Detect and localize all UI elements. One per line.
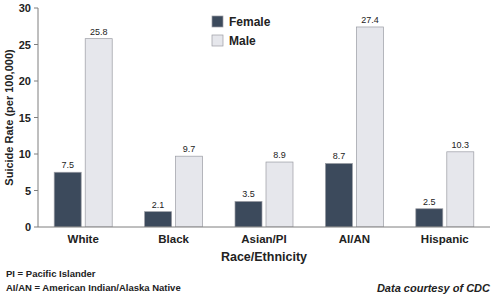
y-tick-label: 20 bbox=[19, 75, 31, 87]
y-tick bbox=[34, 44, 38, 45]
x-tick-label: AI/AN bbox=[339, 233, 370, 245]
y-tick-label: 15 bbox=[19, 112, 31, 124]
data-label: 8.7 bbox=[333, 151, 346, 161]
x-axis-line bbox=[38, 227, 490, 228]
bars bbox=[54, 27, 474, 227]
x-tick-label: Hispanic bbox=[421, 233, 470, 245]
y-tick bbox=[34, 190, 38, 191]
y-tick bbox=[34, 154, 38, 155]
bar bbox=[235, 201, 262, 227]
data-label: 25.8 bbox=[90, 27, 108, 37]
footnote: PI = Pacific Islander bbox=[6, 268, 96, 279]
legend-swatch bbox=[212, 35, 223, 46]
legend-label: Male bbox=[229, 34, 256, 48]
bar bbox=[416, 209, 443, 227]
bar bbox=[447, 152, 474, 227]
y-axis-title: Suicide Rate (per 100,000) bbox=[3, 49, 15, 186]
x-tick-label: Asian/PI bbox=[241, 233, 286, 245]
bar bbox=[356, 27, 383, 227]
bar bbox=[266, 162, 293, 227]
y-tick bbox=[34, 227, 38, 228]
data-label: 3.5 bbox=[242, 189, 255, 199]
footnote: AI/AN = American Indian/Alaska Native bbox=[6, 282, 181, 293]
legend: Female Male bbox=[212, 15, 271, 48]
data-label: 8.9 bbox=[273, 150, 286, 160]
data-label: 2.1 bbox=[152, 200, 165, 210]
bar bbox=[325, 163, 352, 227]
y-tick-label: 0 bbox=[25, 221, 31, 233]
bar bbox=[176, 156, 203, 227]
data-label: 10.3 bbox=[452, 140, 470, 150]
data-label: 7.5 bbox=[61, 160, 74, 170]
y-tick-label: 5 bbox=[25, 185, 31, 197]
bar bbox=[85, 39, 112, 227]
y-tick-label: 25 bbox=[19, 39, 31, 51]
data-label: 2.5 bbox=[423, 197, 436, 207]
source-note: Data courtesy of CDC bbox=[377, 282, 491, 294]
bar bbox=[54, 172, 81, 227]
legend-label: Female bbox=[229, 15, 271, 29]
data-label: 27.4 bbox=[361, 15, 379, 25]
bar bbox=[145, 212, 172, 227]
y-tick-label: 30 bbox=[19, 2, 31, 14]
legend-swatch bbox=[212, 16, 223, 27]
y-tick bbox=[34, 81, 38, 82]
chart: 7.5 2.1 3.5 8.7 2.5 25.8 9.7 8.9 27.4 10.3 0 5 10 15 2… bbox=[0, 0, 500, 300]
x-tick-label: Black bbox=[158, 233, 189, 245]
data-labels: 7.5 2.1 3.5 8.7 2.5 25.8 9.7 8.9 27.4 10.3 bbox=[61, 15, 469, 210]
x-axis-title: Race/Ethnicity bbox=[221, 250, 307, 264]
y-tick-label: 10 bbox=[19, 148, 31, 160]
y-tick bbox=[34, 117, 38, 118]
x-tick-label: White bbox=[68, 233, 99, 245]
data-label: 9.7 bbox=[183, 144, 196, 154]
page: {"chart_data": {"type": "bar", "categori… bbox=[0, 0, 500, 300]
y-tick bbox=[34, 8, 38, 9]
